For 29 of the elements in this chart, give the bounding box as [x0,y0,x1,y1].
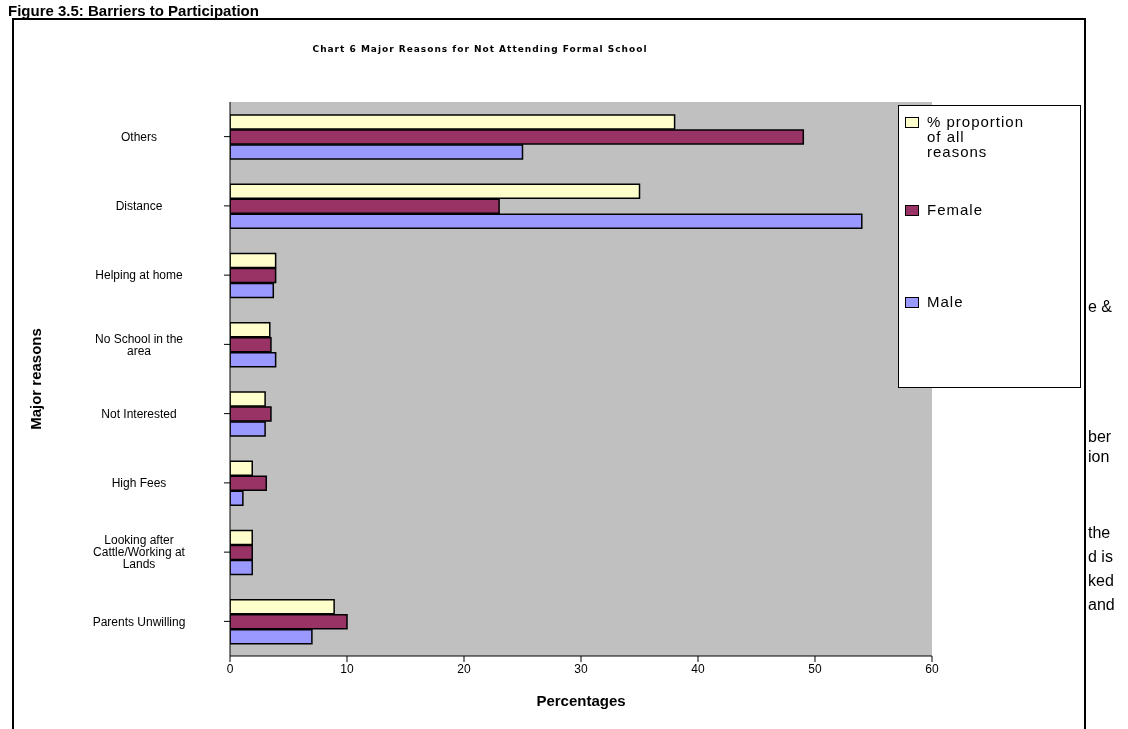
x-tick-label: 10 [340,661,354,676]
text: e & [1088,298,1113,316]
y-tick-label: Distance [115,199,163,214]
y-tick-label: Others [120,129,158,144]
y-tick-label: Not Interested [101,406,177,421]
text: d is [1088,548,1113,566]
legend-label: % proportion of all reasons [927,113,1026,160]
text: and [1088,596,1115,614]
text: ion [1088,448,1110,466]
y-tick-label: Parents Unwilling [92,614,186,629]
text: the [1088,524,1111,542]
chart-subtitle: Chart 6 Major Reasons for Not Attending Formal School [311,44,649,54]
x-tick-label: 60 [925,661,939,676]
x-tick-label: 40 [691,661,705,676]
text: ber [1088,428,1112,446]
text: ked [1088,572,1114,590]
x-tick-label: 50 [808,661,822,676]
y-tick-label: High Fees [111,476,167,491]
y-tick-label: Looking after Cattle/Working at Lands [93,533,186,572]
y-tick-label: No School in the area [94,331,184,358]
chart-title: Figure 3.5: Barriers to Participation [8,2,259,19]
y-axis-title: Major reasons [27,328,45,430]
x-tick-label: 0 [226,661,234,676]
x-axis-title: Percentages [536,692,626,709]
legend-label: Female [927,201,985,218]
x-tick-label: 20 [457,661,471,676]
x-tick-label: 30 [574,661,588,676]
y-tick-label: Helping at home [95,268,184,283]
legend-label: Male [927,293,965,310]
